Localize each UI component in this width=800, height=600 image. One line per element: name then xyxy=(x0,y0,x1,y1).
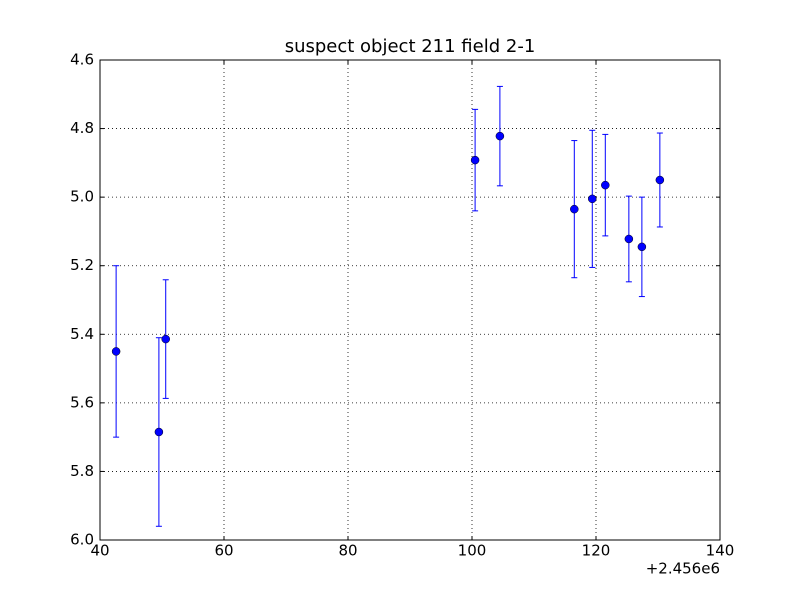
point xyxy=(624,234,634,244)
chart-title: suspect object 211 field 2-1 xyxy=(285,36,536,57)
y-tick-label: 5.8 xyxy=(70,462,94,480)
y-tick-label: 5.4 xyxy=(70,325,94,343)
point xyxy=(637,242,647,252)
point xyxy=(655,175,665,185)
x-tick-label: 140 xyxy=(706,542,735,560)
point xyxy=(588,194,597,204)
point xyxy=(161,334,170,344)
y-tick-label: 6.0 xyxy=(70,531,94,549)
y-tick-label: 5.0 xyxy=(70,188,94,206)
x-tick-label: 100 xyxy=(458,542,487,560)
point xyxy=(601,180,610,190)
point xyxy=(111,347,121,356)
point xyxy=(570,204,579,214)
x-tick-label: 120 xyxy=(582,542,611,560)
point xyxy=(495,131,505,141)
x-tick-label: 80 xyxy=(338,542,357,560)
y-tick-label: 4.6 xyxy=(70,51,94,69)
y-tick-label: 5.2 xyxy=(70,256,94,274)
point xyxy=(470,155,480,165)
y-tick-label: 5.6 xyxy=(70,393,94,411)
x-offset-label: +2.456e6 xyxy=(646,560,720,578)
x-tick-label: 40 xyxy=(90,542,109,560)
x-tick-label: 60 xyxy=(214,542,233,560)
plot-frame xyxy=(99,59,721,541)
point xyxy=(154,427,164,437)
y-tick-label: 4.8 xyxy=(70,119,94,137)
